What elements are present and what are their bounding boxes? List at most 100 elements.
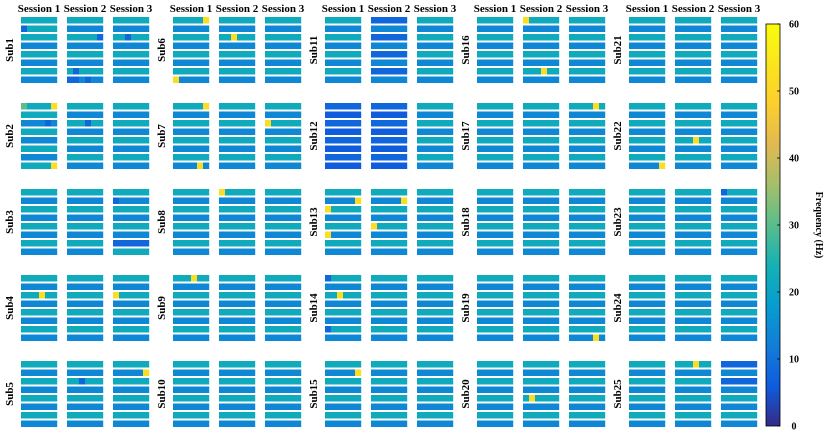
heatmap-cell [599, 34, 606, 41]
heatmap-cell [739, 386, 746, 393]
heatmap-cell [179, 145, 186, 152]
heatmap-cell [203, 420, 210, 427]
heatmap-cell [173, 76, 180, 83]
heatmap-cell [349, 206, 356, 213]
heatmap-cell [277, 326, 284, 333]
heatmap-cell [389, 145, 396, 152]
heatmap-cell [225, 275, 232, 282]
heatmap-cell [377, 162, 384, 169]
heatmap-cell [535, 369, 542, 376]
heatmap-cell [91, 206, 98, 213]
heatmap-cell [693, 369, 700, 376]
heatmap-cell [383, 300, 390, 307]
heatmap-cell [131, 154, 138, 161]
heatmap-sub24-session-2 [675, 275, 712, 341]
heatmap-cell [237, 223, 244, 230]
heatmap-cell [191, 248, 198, 255]
heatmap-cell [143, 275, 150, 282]
heatmap-cell [143, 42, 150, 49]
heatmap-cell [523, 59, 530, 66]
heatmap-cell [541, 214, 548, 221]
heatmap-cell [231, 42, 238, 49]
heatmap-cell [547, 120, 554, 127]
heatmap-cell [429, 206, 436, 213]
heatmap-cell [553, 76, 560, 83]
heatmap-cell [401, 317, 408, 324]
heatmap-cell [331, 326, 338, 333]
heatmap-cell [733, 189, 740, 196]
heatmap-cell [417, 103, 424, 110]
heatmap-cell [447, 240, 454, 247]
heatmap-cell [423, 231, 430, 238]
heatmap-cell [681, 369, 688, 376]
heatmap-cell [435, 111, 442, 118]
heatmap-sub10-session-2 [219, 361, 256, 427]
heatmap-cell [687, 51, 694, 58]
heatmap-cell [383, 120, 390, 127]
heatmap-cell [687, 369, 694, 376]
heatmap-cell [751, 206, 758, 213]
heatmap-cell [395, 292, 402, 299]
heatmap-cell [629, 103, 636, 110]
heatmap-cell [423, 76, 430, 83]
heatmap-cell [97, 275, 104, 282]
heatmap-cell [483, 361, 490, 368]
heatmap-cell [85, 137, 92, 144]
heatmap-cell [27, 76, 34, 83]
heatmap-cell [739, 128, 746, 135]
heatmap-cell [681, 137, 688, 144]
heatmap-cell [191, 68, 198, 75]
heatmap-cell [283, 275, 290, 282]
heatmap-cell [219, 395, 226, 402]
heatmap-cell [337, 326, 344, 333]
heatmap-cell [483, 386, 490, 393]
heatmap-cell [113, 283, 120, 290]
heatmap-cell [489, 162, 496, 169]
heatmap-cell [225, 42, 232, 49]
heatmap-cell [203, 111, 210, 118]
heatmap-cell [125, 68, 132, 75]
heatmap-sub3-session-2 [67, 189, 104, 255]
heatmap-cell [501, 120, 508, 127]
heatmap-cell [21, 275, 28, 282]
heatmap-cell [73, 420, 80, 427]
heatmap-cell [593, 128, 600, 135]
heatmap-sub4-session-1 [21, 275, 58, 341]
heatmap-cell [429, 283, 436, 290]
heatmap-sub16-session-3 [569, 17, 606, 83]
heatmap-cell [51, 240, 58, 247]
heatmap-cell [51, 386, 58, 393]
heatmap-cell [283, 248, 290, 255]
heatmap-cell [277, 420, 284, 427]
heatmap-cell [529, 25, 536, 32]
heatmap-cell [243, 386, 250, 393]
heatmap-cell [289, 25, 296, 32]
heatmap-cell [191, 334, 198, 341]
heatmap-cell [271, 292, 278, 299]
heatmap-cell [371, 403, 378, 410]
heatmap-cell [295, 206, 302, 213]
heatmap-cell [91, 51, 98, 58]
heatmap-cell [541, 197, 548, 204]
heatmap-cell [91, 189, 98, 196]
heatmap-cell [681, 231, 688, 238]
heatmap-cell [733, 25, 740, 32]
heatmap-cell [191, 25, 198, 32]
heatmap-cell [541, 51, 548, 58]
heatmap-cell [197, 42, 204, 49]
heatmap-cell [401, 300, 408, 307]
heatmap-cell [51, 292, 58, 299]
heatmap-cell [489, 68, 496, 75]
heatmap-cell [265, 197, 272, 204]
heatmap-cell [553, 240, 560, 247]
heatmap-cell [79, 103, 86, 110]
heatmap-cell [185, 120, 192, 127]
heatmap-cell [659, 361, 666, 368]
heatmap-cell [249, 386, 256, 393]
heatmap-cell [85, 300, 92, 307]
heatmap-cell [131, 189, 138, 196]
heatmap-cell [143, 292, 150, 299]
heatmap-cell [27, 51, 34, 58]
heatmap-cell [675, 137, 682, 144]
heatmap-cell [91, 403, 98, 410]
